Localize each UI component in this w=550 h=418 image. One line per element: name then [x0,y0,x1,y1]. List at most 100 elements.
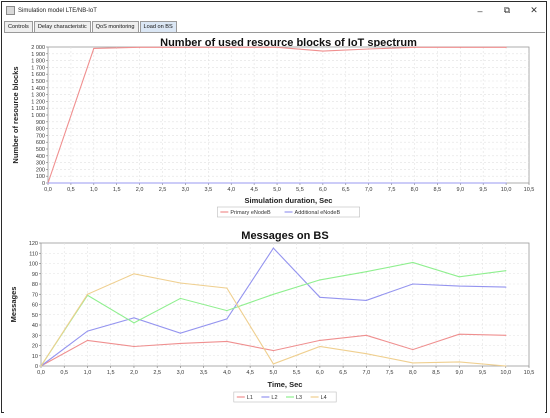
close-button[interactable]: ✕ [530,5,538,15]
bottom-xtick-label: 2,0 [130,370,138,376]
bottom-series-2-point [412,283,414,285]
top-ytick-label: 500 [36,147,45,153]
top-ytick-label: 1 300 [31,93,45,99]
top-series-1-point [230,46,232,48]
bottom-series-3-point [133,322,135,324]
bottom-xtick-label: 3,5 [200,370,208,376]
bottom-ytick-label: 80 [32,282,38,288]
top-series-1-point [93,47,95,49]
bottom-series-4-point [272,363,274,365]
bottom-ytick-label: 20 [32,344,38,350]
bottom-series-1-point [133,345,135,348]
bottom-series-3-point [458,276,460,278]
top-ytick-label: 2 000 [31,45,45,51]
restore-button[interactable]: ⧉ [503,5,511,15]
top-ytick-label: 300 [36,161,45,167]
top-ytick-label: 1 700 [31,65,45,71]
bottom-xtick-label: 3,0 [177,370,185,376]
bottom-legend-label: L2 [271,395,277,401]
top-xtick-label: 10,0 [501,187,512,193]
bottom-xtick-label: 8,5 [432,370,440,376]
bottom-series-3-point [179,297,182,299]
top-xtick-label: 1,0 [90,187,98,193]
top-x-axis-label: Simulation duration, Sec [245,196,333,205]
bottom-series-3-point [272,293,274,295]
bottom-series-2-point [86,330,89,332]
top-series-1-point [459,46,461,48]
bottom-series-1-point [505,334,507,336]
bottom-series-3-point [319,279,321,281]
top-xtick-label: 9,5 [479,187,487,193]
charts-canvas: Number of used resource blocks of IoT sp… [9,37,535,403]
top-ytick-label: 1 900 [31,52,45,58]
top-ytick-label: 1 600 [31,72,45,78]
bottom-ytick-label: 60 [32,303,38,309]
bottom-series-4-point [133,273,135,275]
top-xtick-label: 8,0 [411,187,419,193]
top-ytick-label: 1 500 [31,79,45,85]
bottom-chart-title: Messages on BS [241,230,328,242]
bottom-xtick-label: 10,5 [524,370,535,376]
top-ytick-label: 1 100 [31,106,45,112]
bottom-xtick-label: 4,0 [223,370,231,376]
top-series-1-point [322,50,324,52]
top-xtick-label: 6,5 [342,187,350,193]
bottom-series-4-point [40,365,42,367]
top-xtick-label: 0,0 [44,187,52,193]
bottom-series-1-point [272,350,274,352]
bottom-series-1-point [226,340,228,342]
bottom-xtick-label: 1,5 [107,370,115,376]
bottom-xtick-label: 7,0 [363,370,371,376]
bottom-ytick-label: 50 [32,313,38,319]
top-ytick-label: 1 400 [31,86,45,92]
minimize-button[interactable]: – [477,5,483,16]
bottom-legend [233,391,337,403]
app-window: Simulation model LTE/NB-IoT – ⧉ ✕ Contro… [1,1,547,413]
bottom-xtick-label: 9,5 [479,370,487,376]
bottom-legend-label: L3 [296,395,302,401]
top-xtick-label: 9,0 [456,187,464,193]
tab-controls[interactable]: Controls [4,21,33,32]
bottom-xtick-label: 6,5 [339,370,347,376]
bottom-xtick-label: 10,0 [500,370,511,376]
bottom-series-4-point [86,293,89,295]
bottom-series-4-point [412,362,414,364]
top-xtick-label: 3,5 [205,187,213,193]
bottom-xtick-label: 0,0 [37,370,45,376]
tab-bar: Controls Delay characteristic QoS monito… [4,21,178,33]
top-ytick-label: 800 [36,127,45,133]
bottom-series-2-point [179,332,182,334]
bottom-series-3-point [365,271,367,273]
top-ytick-label: 1 200 [31,99,45,105]
top-series-1-point [276,46,278,48]
bottom-xtick-label: 6,0 [316,370,324,376]
bottom-series-2-point [458,285,460,287]
bottom-xtick-label: 5,0 [270,370,278,376]
top-xtick-label: 10,5 [524,187,535,193]
bottom-xtick-label: 7,5 [386,370,394,376]
top-series-1-point [139,46,141,48]
top-xtick-label: 4,0 [227,187,235,193]
bottom-series-2-point [272,247,274,249]
tab-delay-characteristic[interactable]: Delay characteristic [33,21,91,32]
top-legend-label: Primary eNodeB [230,210,271,216]
top-xtick-label: 2,0 [136,187,144,193]
bottom-ytick-label: 70 [32,292,38,298]
top-xtick-label: 7,5 [388,187,396,193]
top-chart-title: Number of used resource blocks of IoT sp… [160,37,417,49]
bottom-xtick-label: 9,0 [455,370,463,376]
tab-qos-monitoring[interactable]: QoS monitoring [91,21,139,32]
window-title: Simulation model LTE/NB-IoT [18,7,97,14]
top-xtick-label: 1,5 [113,187,121,193]
top-series-2-point [505,182,507,184]
bottom-xtick-label: 0,5 [60,370,68,376]
bottom-ytick-label: 10 [32,354,38,360]
top-xtick-label: 3,0 [182,187,190,193]
bottom-xtick-label: 8,0 [409,370,417,376]
tab-load-on-bs[interactable]: Load on BS [139,21,177,32]
bottom-series-1-point [412,349,414,351]
top-xtick-label: 6,0 [319,187,327,193]
bottom-ytick-label: 90 [32,272,38,278]
top-series-1-point [413,46,416,48]
top-xtick-label: 4,5 [250,187,258,193]
